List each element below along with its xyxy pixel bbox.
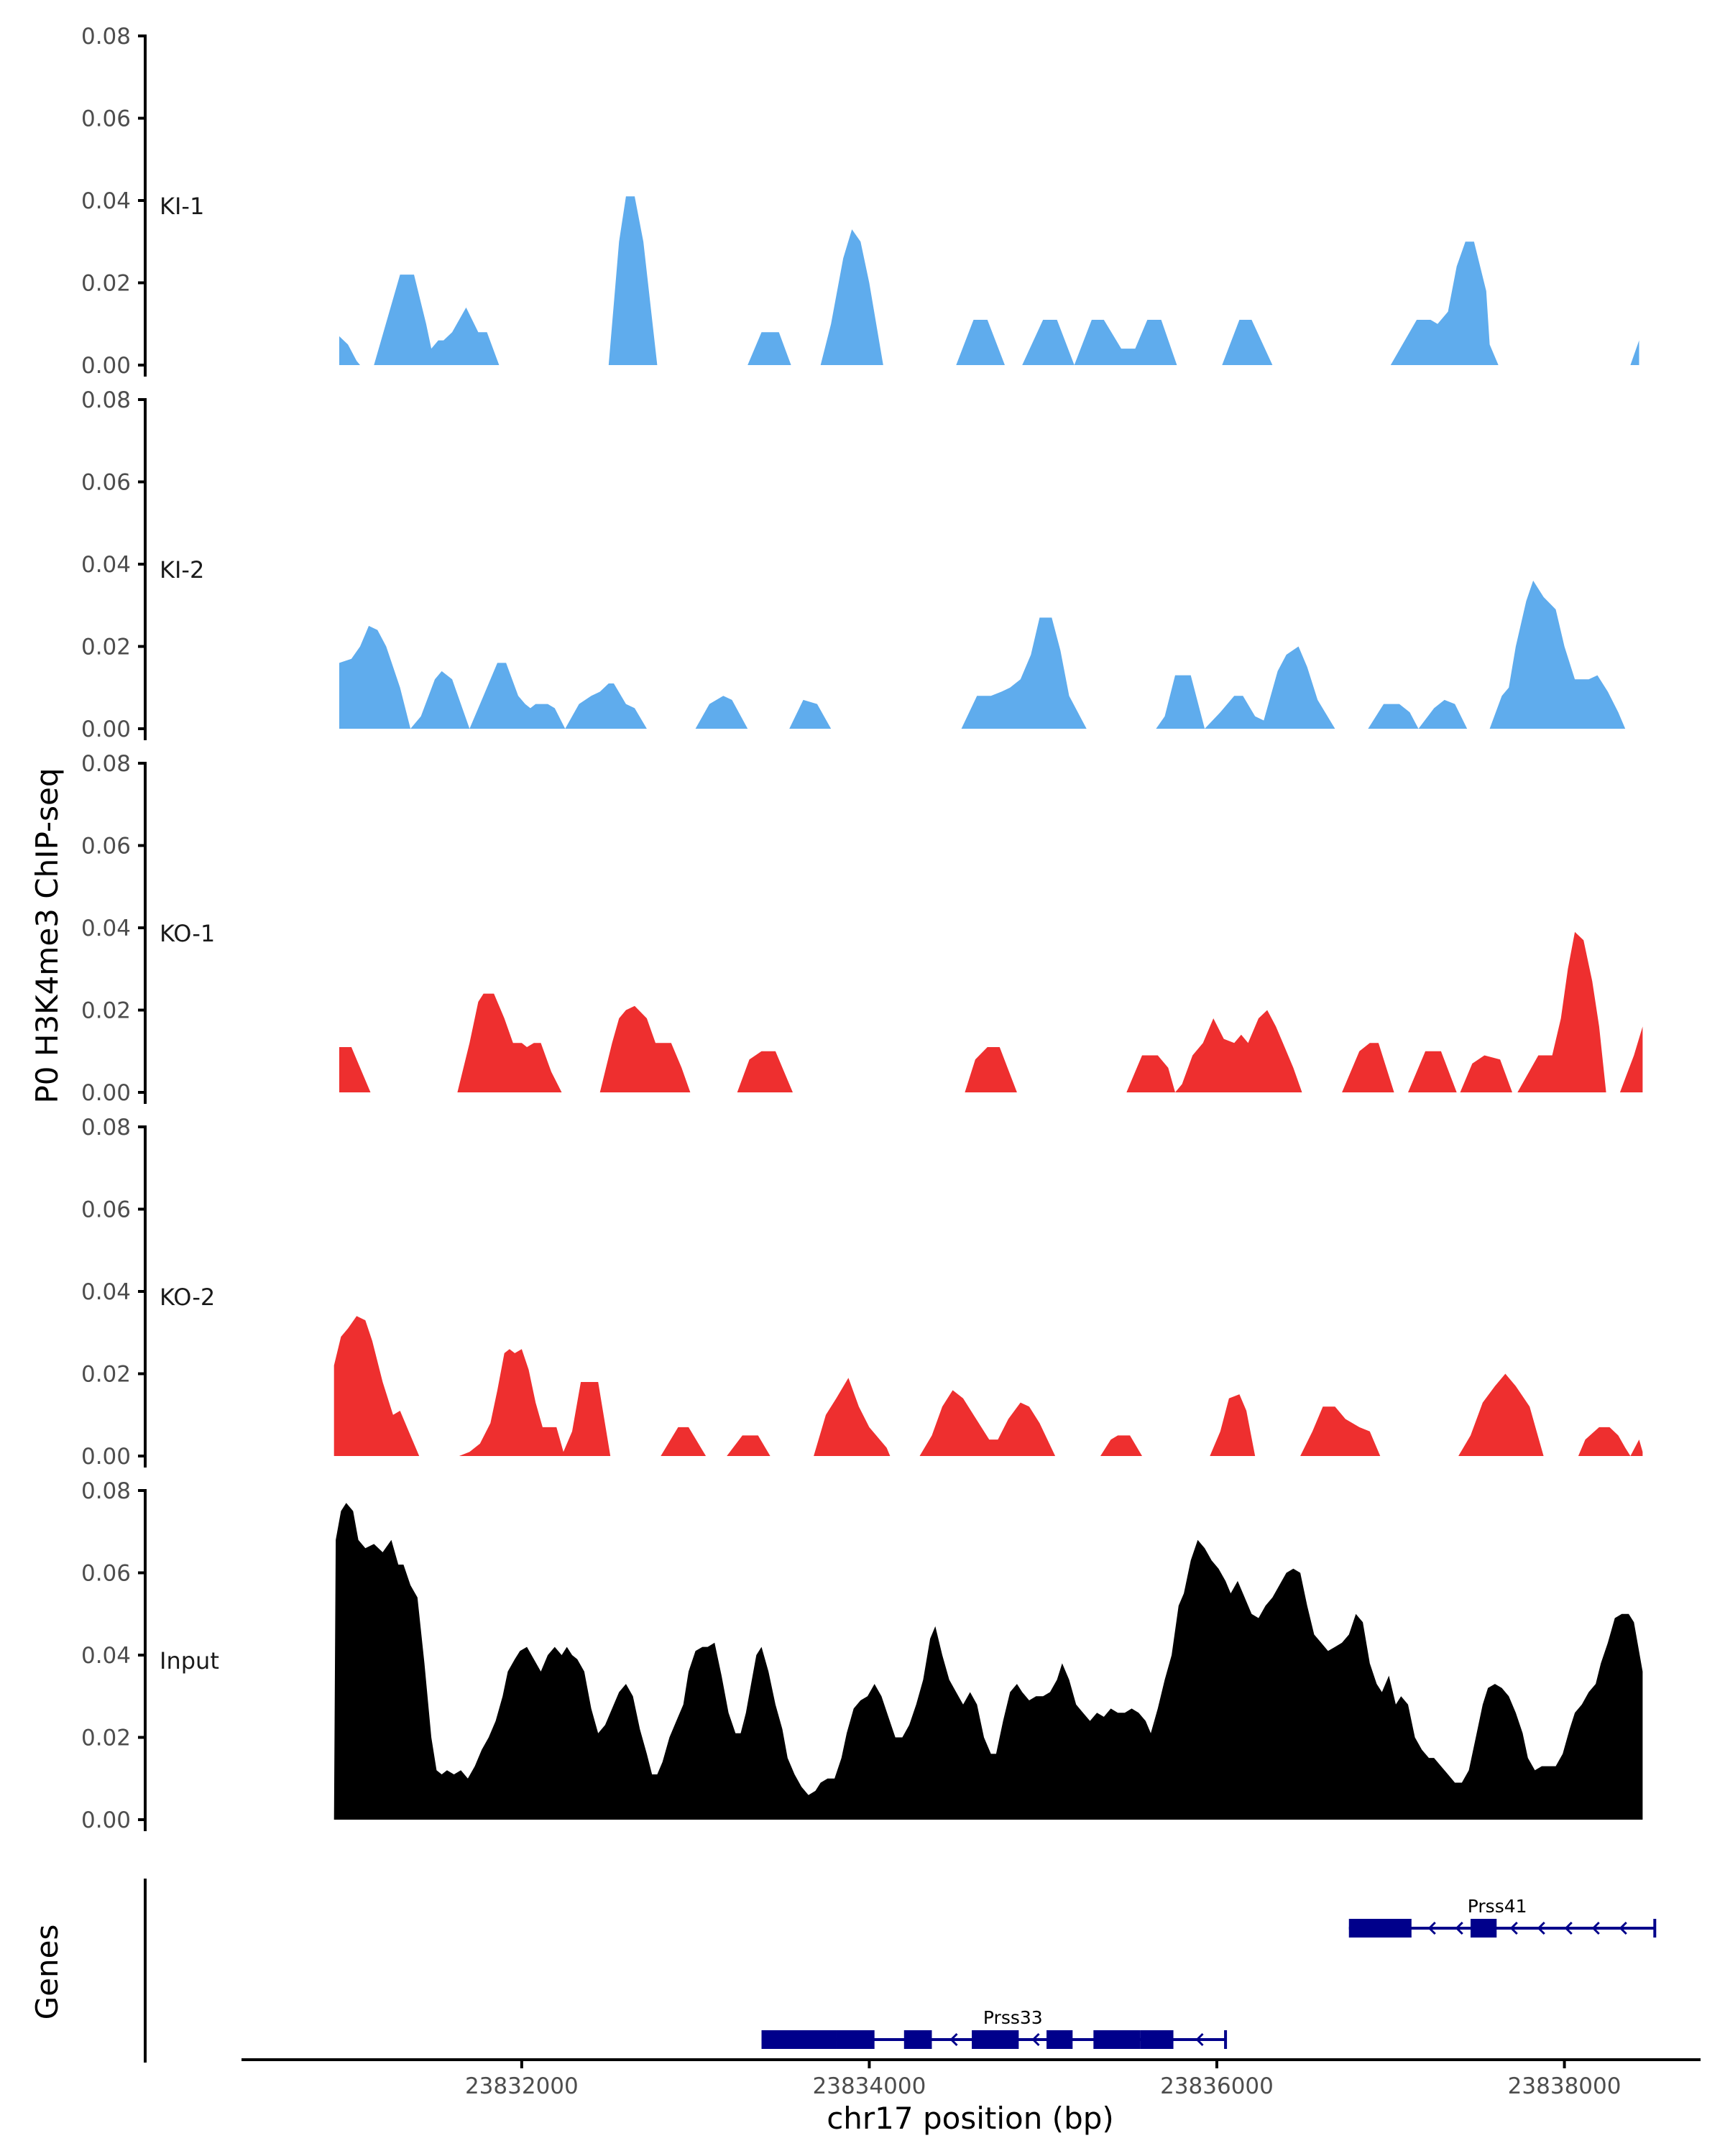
x-axis: 23832000 23834000 23836000 23838000 xyxy=(242,2058,1701,2099)
y-tick-label: 0.00 xyxy=(81,717,131,742)
y-tick-label: 0.08 xyxy=(81,24,131,50)
y-tick-label: 0.04 xyxy=(81,1643,131,1669)
exon xyxy=(903,2030,932,2049)
exon xyxy=(836,2030,875,2049)
signal-area-ki-1 xyxy=(339,196,1639,365)
y-tick-label: 0.02 xyxy=(81,635,131,660)
strand-arrow xyxy=(1455,1921,1463,1935)
y-tick-label: 0.06 xyxy=(81,1561,131,1587)
y-tick-label: 0.04 xyxy=(81,916,131,941)
gene-prss33: Prss33 xyxy=(761,2007,1228,2049)
strand-arrow xyxy=(949,2032,958,2047)
strand-arrow xyxy=(1564,1921,1573,1935)
strand-arrow xyxy=(1427,1921,1436,1935)
signal-area-ki-2 xyxy=(339,580,1626,729)
tracks-layer: 0.00 0.02 0.04 0.06 0.08 KI-1 0.00 0.02 0.04 0.06… xyxy=(81,24,1643,1833)
y-tick-label: 0.08 xyxy=(81,751,131,777)
signal-area-ko-1 xyxy=(339,931,1643,1092)
exon xyxy=(1471,1919,1497,1938)
y-tick-label: 0.04 xyxy=(81,188,131,214)
y-tick-label: 0.04 xyxy=(81,552,131,578)
y-tick-label: 0.08 xyxy=(81,387,131,413)
y-tick-label: 0.02 xyxy=(81,998,131,1024)
track-label: Input xyxy=(160,1647,219,1674)
y-tick-label: 0.06 xyxy=(81,1197,131,1223)
y-tick-label: 0.00 xyxy=(81,353,131,379)
exon xyxy=(1046,2030,1073,2049)
y-tick-label: 0.06 xyxy=(81,834,131,860)
y-axis-title: P0 H3K4me3 ChIP-seq xyxy=(29,768,65,1103)
y-tick-label: 0.02 xyxy=(81,1362,131,1388)
y-tick-label: 0.00 xyxy=(81,1080,131,1106)
signal-area-ko-2 xyxy=(334,1316,1643,1456)
track-ko-2: 0.00 0.02 0.04 0.06 0.08 KO-2 xyxy=(81,1115,1643,1470)
exon xyxy=(1140,2030,1174,2049)
y-tick-label: 0.06 xyxy=(81,470,131,496)
track-ki-1: 0.00 0.02 0.04 0.06 0.08 KI-1 xyxy=(81,24,1639,379)
x-tick-label: 23836000 xyxy=(1160,2073,1274,2099)
y-tick-label: 0.08 xyxy=(81,1478,131,1504)
strand-arrow xyxy=(1195,2032,1204,2047)
exon xyxy=(1093,2030,1141,2049)
genes-axis-title: Genes xyxy=(29,1925,65,2020)
signal-area-input xyxy=(334,1503,1643,1820)
track-label: KO-2 xyxy=(160,1284,215,1311)
exon xyxy=(1348,1919,1412,1938)
strand-arrow xyxy=(1031,2032,1040,2047)
track-label: KI-1 xyxy=(160,193,204,220)
x-tick-label: 23832000 xyxy=(465,2073,579,2099)
x-axis-title: chr17 position (bp) xyxy=(827,2101,1114,2136)
gene-label: Prss33 xyxy=(983,2007,1043,2028)
exon xyxy=(761,2030,837,2049)
strand-arrow xyxy=(1537,1921,1545,1935)
track-label: KO-1 xyxy=(160,920,215,947)
track-ki-2: 0.00 0.02 0.04 0.06 0.08 KI-2 xyxy=(81,387,1626,742)
x-tick-label: 23834000 xyxy=(813,2073,926,2099)
y-tick-label: 0.02 xyxy=(81,1726,131,1751)
gene-label: Prss41 xyxy=(1468,1896,1527,1917)
y-tick-label: 0.08 xyxy=(81,1115,131,1141)
track-ko-1: 0.00 0.02 0.04 0.06 0.08 KO-1 xyxy=(81,751,1643,1106)
strand-arrow xyxy=(1591,1921,1600,1935)
y-tick-label: 0.00 xyxy=(81,1444,131,1470)
strand-arrow xyxy=(1509,1921,1518,1935)
track-input: 0.00 0.02 0.04 0.06 0.08 Input xyxy=(81,1478,1643,1833)
gene-prss41: Prss41 xyxy=(1348,1896,1657,1938)
track-label: KI-2 xyxy=(160,556,204,584)
strand-arrow xyxy=(1619,1921,1627,1935)
x-tick-label: 23838000 xyxy=(1508,2073,1622,2099)
exon xyxy=(972,2030,1019,2049)
y-tick-label: 0.04 xyxy=(81,1279,131,1305)
genes-layer: Prss41 Prss33 xyxy=(144,1879,1657,2063)
y-tick-label: 0.02 xyxy=(81,271,131,297)
y-tick-label: 0.06 xyxy=(81,106,131,132)
y-tick-label: 0.00 xyxy=(81,1807,131,1833)
